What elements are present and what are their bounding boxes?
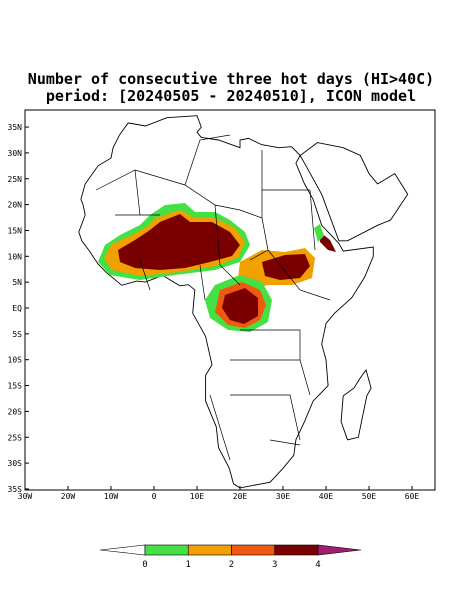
heat-layer	[98, 203, 336, 332]
lon-label: 30W	[18, 492, 33, 501]
title-line: period: [20240505 - 20240510], ICON mode…	[46, 87, 416, 105]
border-layer	[24, 109, 436, 491]
lat-label: 5S	[12, 330, 22, 339]
colorbar-label: 3	[272, 560, 277, 570]
heat-patch	[314, 224, 324, 242]
lat-label: 30N	[8, 149, 23, 158]
lon-label: 40E	[319, 492, 334, 501]
lon-label: 10E	[190, 492, 205, 501]
border	[95, 134, 331, 461]
colorbar-label: 4	[315, 560, 320, 570]
lat-label: 10N	[8, 252, 23, 261]
lat-label: 20S	[8, 407, 23, 416]
colorbar-box	[187, 544, 232, 556]
lat-label: 35N	[8, 123, 23, 132]
colorbar-box	[231, 544, 276, 556]
lat-label: 20N	[8, 201, 23, 210]
colorbar-label: 0	[142, 560, 147, 570]
colorbar-box	[274, 544, 319, 556]
lat-label: 15S	[8, 382, 23, 391]
lon-label: 30E	[276, 492, 291, 501]
heat-patch	[262, 254, 310, 280]
lat-label: 35S	[8, 485, 23, 494]
lat-label: EQ	[12, 304, 22, 313]
colorbar-label: 2	[229, 560, 234, 570]
colorbar-end	[317, 544, 362, 556]
lon-label: 10W	[104, 492, 119, 501]
tick-layer: 35N 30N 25N 20N 15N 10N 5N EQ 5S 10S 15S 20S 25S 30S 3…	[8, 123, 420, 501]
lon-label: 50E	[362, 492, 377, 501]
lat-label: 25S	[8, 433, 23, 442]
plot-frame	[24, 109, 436, 491]
colorbar-label: 1	[186, 560, 191, 570]
lon-label: 20E	[233, 492, 248, 501]
colorbar-end	[99, 544, 146, 556]
lon-label: 60E	[405, 492, 420, 501]
lat-label: 25N	[8, 175, 23, 184]
coastline	[340, 368, 372, 441]
heat-patch	[320, 232, 336, 252]
lon-label: 20W	[61, 492, 76, 501]
lat-label: 15N	[8, 226, 23, 235]
title-line: Number of consecutive three hot days (HI…	[28, 70, 434, 88]
colorbar: 0 1 2 3 4	[99, 544, 362, 570]
lat-label: 10S	[8, 356, 23, 365]
lat-label: 5N	[12, 278, 22, 287]
coastline	[299, 142, 409, 242]
heat-patch	[222, 288, 258, 324]
lon-label: 0	[152, 492, 157, 501]
lat-label: 30S	[8, 459, 23, 468]
colorbar-box	[144, 544, 189, 556]
heat-patch	[118, 214, 240, 270]
